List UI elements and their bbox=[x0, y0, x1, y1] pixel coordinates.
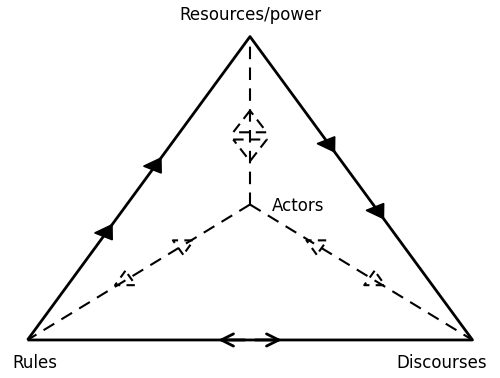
Text: Actors: Actors bbox=[272, 197, 325, 215]
Polygon shape bbox=[317, 137, 335, 152]
Polygon shape bbox=[144, 158, 161, 173]
Text: Rules: Rules bbox=[12, 355, 58, 372]
Text: Discourses: Discourses bbox=[396, 355, 488, 372]
Polygon shape bbox=[94, 225, 112, 240]
Polygon shape bbox=[366, 203, 384, 218]
Text: Resources/power: Resources/power bbox=[179, 6, 321, 24]
